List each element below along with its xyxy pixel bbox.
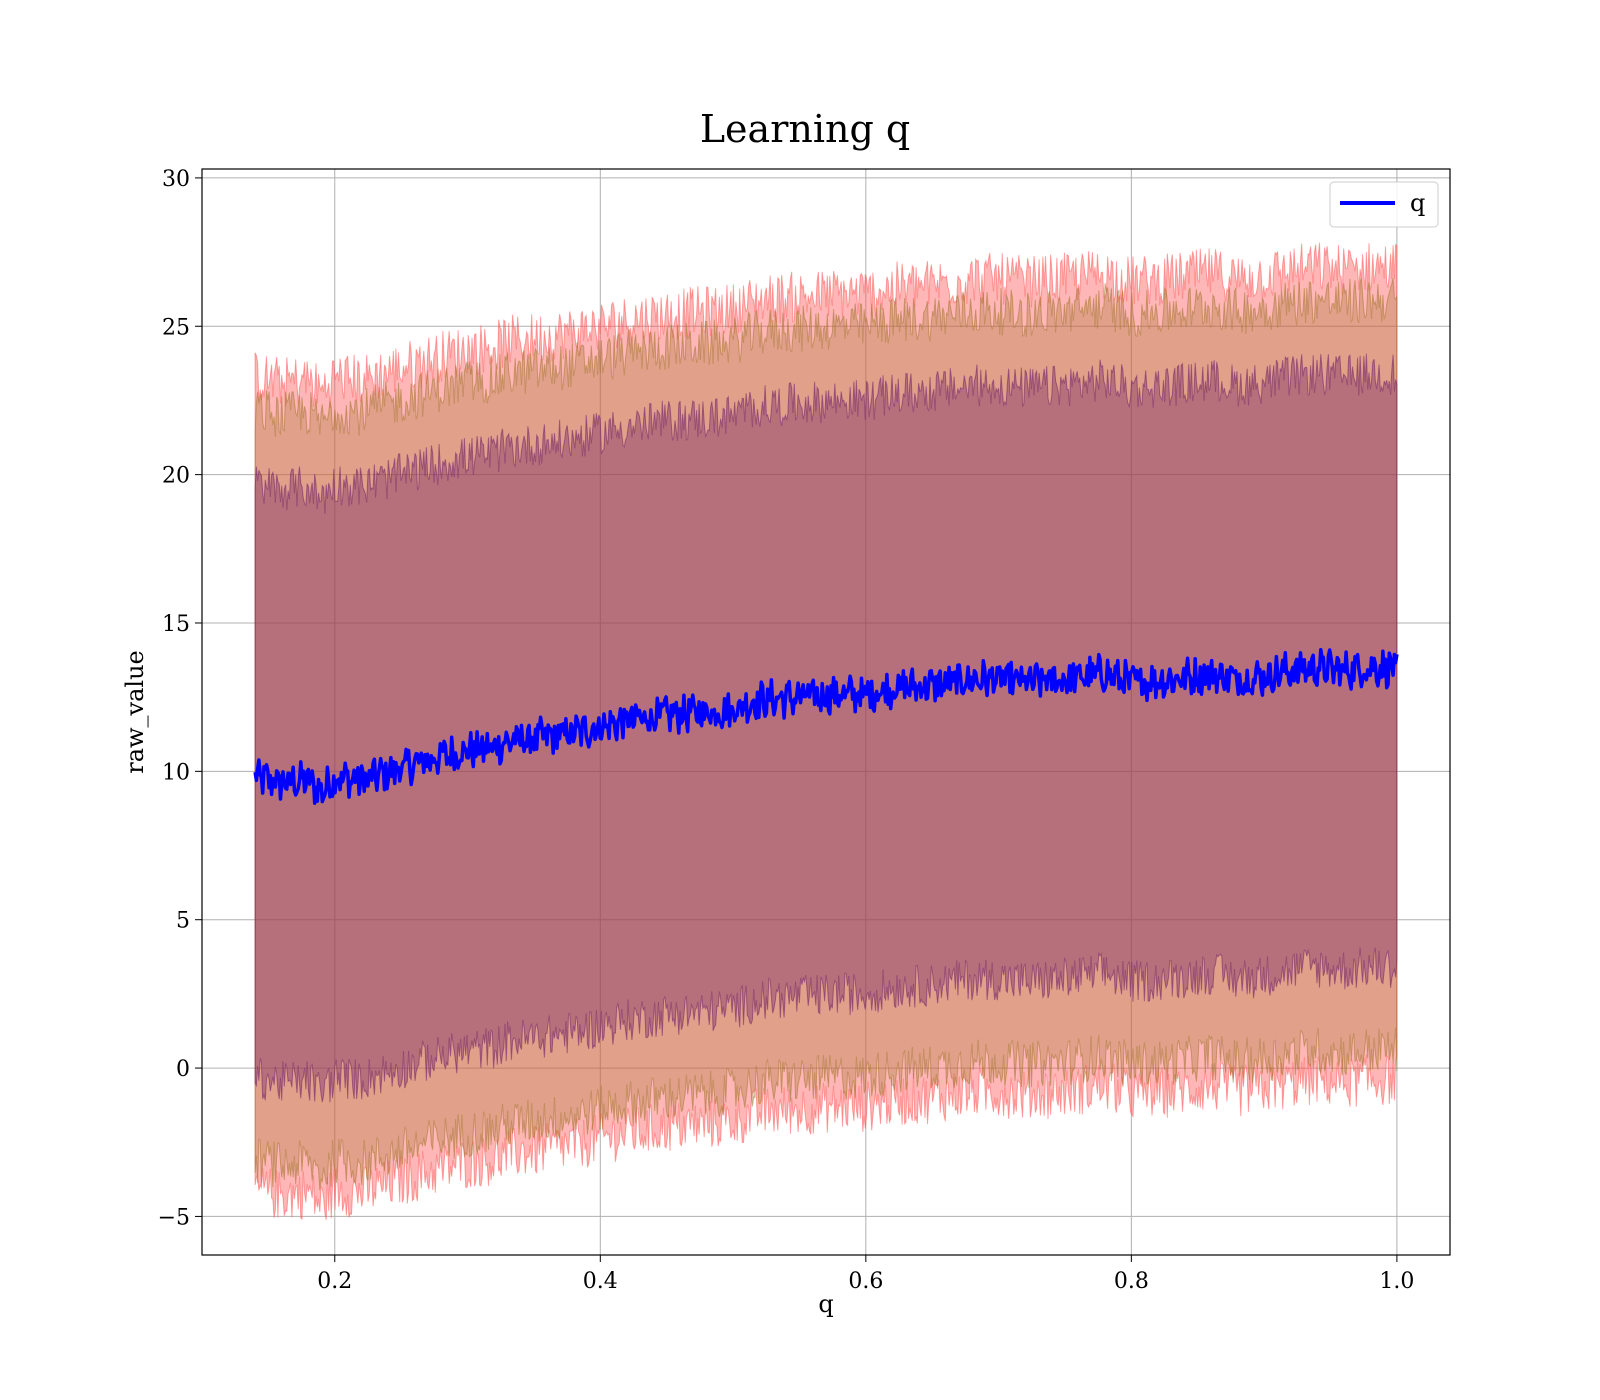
legend-label-q: q [1410,189,1425,217]
legend: q [1329,181,1439,228]
band-1 [254,277,1398,1191]
y-tick-label: 15 [162,612,190,637]
x-tick-label: 0.4 [583,1269,618,1294]
band-2 [254,353,1398,1103]
x-tick-label: 1.0 [1379,1269,1414,1294]
y-tick-label: 10 [162,760,190,785]
chart-title: Learning q [700,107,910,151]
y-tick-label: −5 [158,1205,190,1230]
y-axis-label: raw_value [121,650,149,774]
x-axis-ticks: 0.2 0.4 0.6 0.8 1.0 [317,1255,1414,1294]
x-tick-label: 0.2 [317,1269,352,1294]
confidence-bands [254,242,1398,1220]
y-tick-label: 20 [162,464,190,489]
y-tick-label: 30 [162,167,190,192]
y-tick-label: 0 [176,1057,190,1082]
x-tick-label: 0.8 [1114,1269,1149,1294]
y-tick-label: 5 [176,909,190,934]
y-axis-ticks: −5 0 5 10 15 20 25 30 [158,167,202,1230]
series-line-q [253,647,1399,805]
x-axis-label: q [818,1290,833,1318]
plot-frame [201,168,1451,1256]
y-tick-label: 25 [162,315,190,340]
x-tick-label: 0.6 [848,1269,883,1294]
series-lines [253,647,1399,805]
